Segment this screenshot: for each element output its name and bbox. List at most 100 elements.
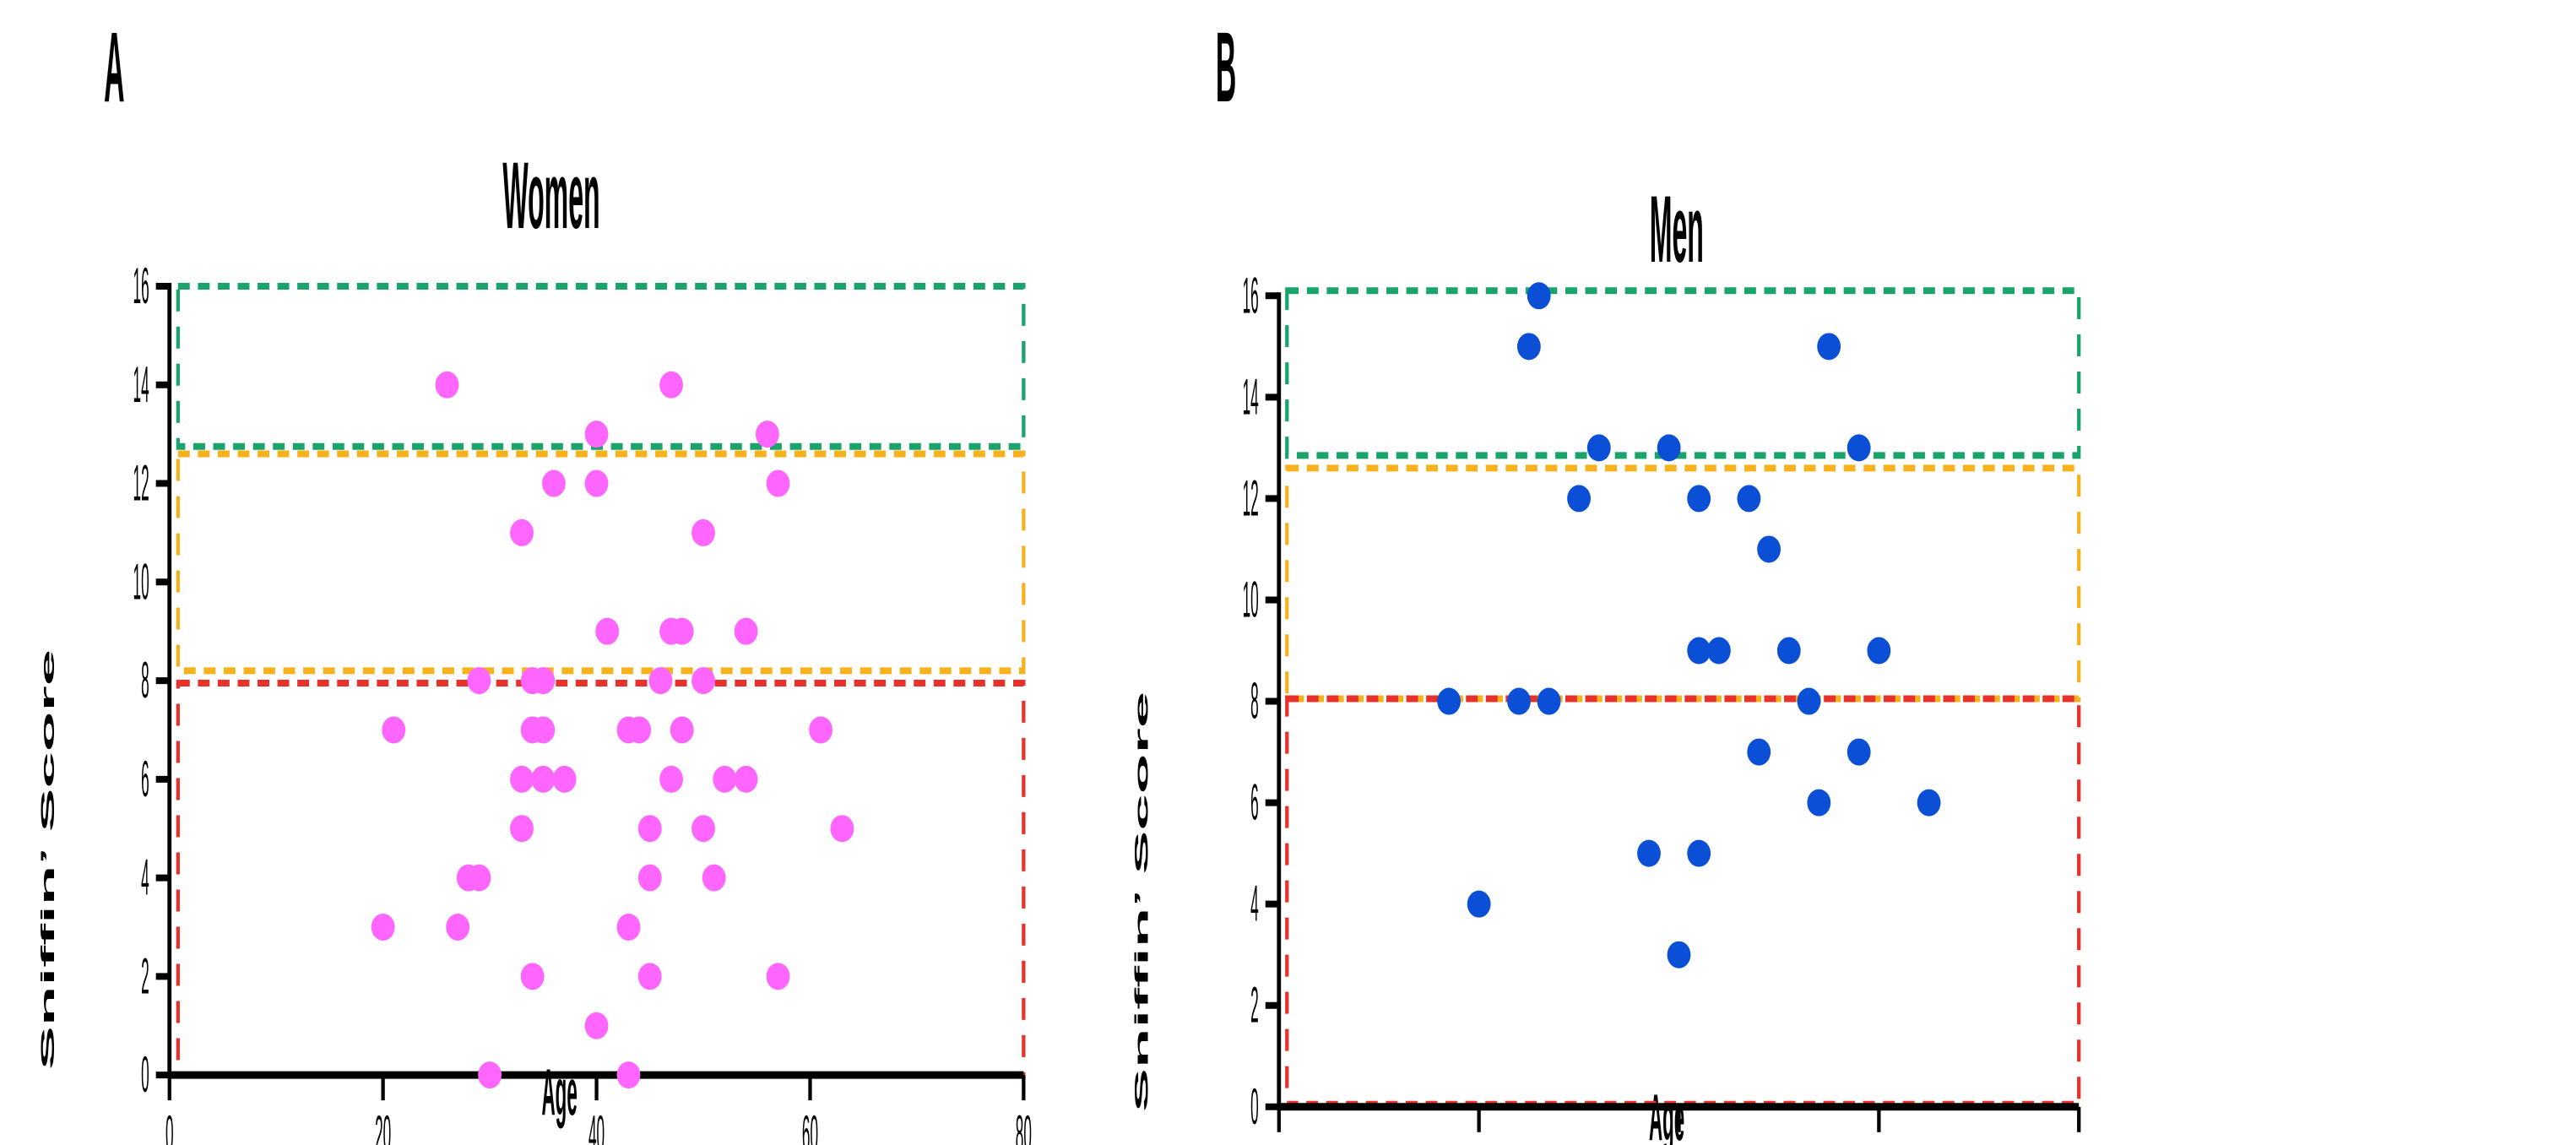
y-tick-label: 0 — [141, 1047, 149, 1104]
data-point — [616, 1061, 641, 1089]
data-point — [1917, 789, 1941, 817]
data-point — [467, 864, 491, 892]
data-point — [531, 667, 556, 695]
data-point — [1687, 839, 1711, 867]
y-tick-label: 10 — [133, 554, 149, 610]
data-point — [648, 667, 673, 695]
region-hyposmia-men — [1285, 464, 2081, 703]
plot-area-women: 0 2 4 6 8 10 12 14 16 0 20 40 60 80 — [133, 258, 1032, 1145]
data-point — [1747, 738, 1771, 766]
y-tick-label: 8 — [1250, 674, 1259, 730]
data-point — [691, 815, 715, 843]
data-point — [691, 667, 715, 695]
region-hyposmia-women — [176, 450, 1026, 675]
x-tick-label: 20 — [1471, 1138, 1487, 1145]
data-point — [637, 963, 662, 990]
data-point — [1467, 890, 1491, 918]
data-point — [1567, 485, 1591, 513]
y-axis-title-b: Sniffin’ Score — [1131, 692, 1152, 1112]
y-axis-title-a: Sniffin’ Score — [37, 649, 58, 1070]
data-point — [1867, 637, 1891, 665]
data-point — [371, 913, 395, 941]
x-tick-label: 80 — [2071, 1138, 2087, 1145]
plot-area-men: 0 2 4 6 8 10 12 14 16 0 20 40 60 80 — [1243, 268, 2087, 1145]
data-point — [659, 371, 683, 399]
data-point — [1667, 941, 1691, 969]
y-tick-label: 8 — [141, 653, 149, 709]
data-point — [510, 518, 534, 546]
y-tick-label: 10 — [1243, 572, 1259, 628]
data-point — [1687, 485, 1711, 513]
y-tick-label: 14 — [133, 357, 149, 414]
data-point — [1637, 839, 1661, 867]
data-point — [584, 1012, 609, 1039]
data-point — [1657, 434, 1681, 462]
data-point — [520, 963, 545, 990]
data-point — [637, 815, 662, 843]
data-point — [637, 864, 662, 892]
x-axis-title-a: Age — [542, 1056, 578, 1130]
data-point — [616, 913, 641, 941]
data-point — [830, 815, 854, 843]
data-point — [1516, 333, 1541, 361]
y-tick-label: 2 — [1250, 978, 1259, 1034]
data-point — [659, 765, 683, 793]
data-point — [1687, 637, 1711, 665]
data-point — [542, 469, 566, 497]
x-tick-label: 80 — [1016, 1106, 1032, 1145]
y-tick-label: 4 — [141, 850, 149, 907]
data-point — [1737, 485, 1761, 513]
data-point — [510, 815, 534, 843]
y-tick-label: 2 — [141, 948, 149, 1005]
data-point — [766, 963, 790, 990]
data-point — [467, 667, 491, 695]
data-point — [584, 469, 609, 497]
data-point — [670, 617, 694, 645]
data-point — [627, 716, 652, 744]
region-anosmia-men — [1285, 695, 2081, 1108]
data-point — [766, 469, 790, 497]
y-tick-label: 14 — [1243, 369, 1259, 426]
x-tick-label: 40 — [588, 1106, 605, 1145]
data-point — [1757, 535, 1782, 563]
data-point — [1807, 789, 1831, 817]
x-tick-label: 20 — [375, 1106, 391, 1145]
y-tick-label: 12 — [1243, 470, 1259, 527]
y-tick-label: 6 — [1250, 775, 1259, 832]
data-point — [755, 421, 779, 448]
chart-title-men: Men — [1650, 176, 1704, 282]
data-point — [552, 765, 577, 793]
data-point — [1437, 687, 1462, 715]
x-tick-label: 60 — [802, 1106, 818, 1145]
panel-letter-a: A — [104, 12, 124, 123]
y-tick-label: 12 — [133, 456, 149, 513]
data-point — [1527, 282, 1551, 310]
data-point — [382, 716, 406, 744]
y-tick-label: 0 — [1250, 1079, 1259, 1136]
data-point — [1586, 434, 1611, 462]
y-tick-label: 4 — [1250, 876, 1259, 933]
data-point — [510, 765, 534, 793]
x-tick-label: 40 — [1671, 1138, 1687, 1145]
data-point — [531, 765, 556, 793]
panel-letter-b: B — [1216, 12, 1236, 123]
data-point — [1537, 687, 1561, 715]
data-point — [478, 1061, 502, 1089]
data-point — [670, 716, 694, 744]
data-point — [1847, 434, 1871, 462]
data-point — [584, 421, 609, 448]
y-tick-label: 16 — [133, 258, 149, 315]
y-tick-label: 16 — [1243, 268, 1259, 324]
data-point — [734, 765, 758, 793]
x-tick-label: 60 — [1871, 1138, 1887, 1145]
data-point — [1797, 687, 1821, 715]
data-point — [531, 716, 556, 744]
data-point — [1817, 333, 1841, 361]
x-tick-label: 0 — [165, 1106, 174, 1145]
chart-title-women: Women — [502, 143, 599, 248]
data-point — [809, 716, 833, 744]
data-point — [734, 617, 758, 645]
data-point — [713, 765, 737, 793]
region-normosmia-men — [1285, 287, 2081, 459]
